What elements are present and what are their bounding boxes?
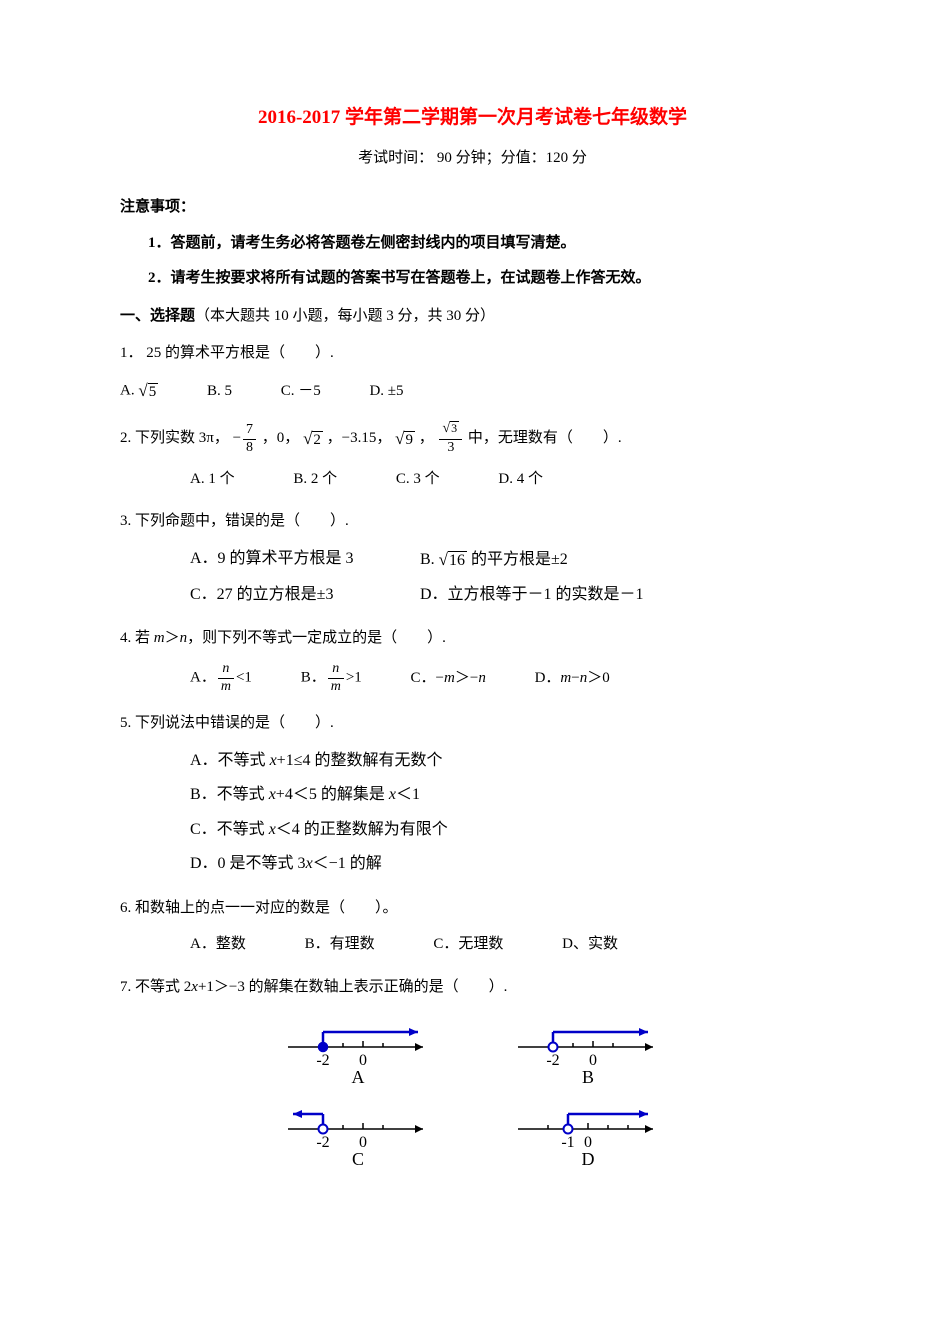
- q2-a: A. 1 个: [190, 465, 235, 494]
- exam-subtitle: 考试时间： 90 分钟；分值：120 分: [120, 144, 825, 173]
- tick-a-1: -2: [316, 1052, 329, 1069]
- q4-text: 4. 若 m＞n，则下列不等式一定成立的是（ ）.: [120, 624, 825, 653]
- q5-text: 5. 下列说法中错误的是（ ）.: [120, 709, 825, 738]
- q5-b: B．不等式 x+4＜5 的解集是 x＜1: [120, 780, 825, 810]
- q5-a: A．不等式 x+1≤4 的整数解有无数个: [120, 746, 825, 776]
- notice-2: 2．请考生按要求将所有试题的答案书写在答题卷上，在试题卷上作答无效。: [120, 264, 825, 293]
- q3-row2: C．27 的立方根是±3 D．立方根等于－1 的实数是－1: [120, 580, 825, 610]
- q1-c: C. －5: [281, 377, 321, 406]
- q2-c: C. 3 个: [396, 465, 440, 494]
- tick-d-1: -1: [561, 1134, 574, 1151]
- diagram-a: -2 0 A: [283, 1017, 433, 1087]
- q7-diagrams: -2 0 A -2 0 B: [120, 1017, 825, 1169]
- label-a: A: [351, 1067, 364, 1087]
- q2-options: A. 1 个 B. 2 个 C. 3 个 D. 4 个: [120, 465, 825, 494]
- exam-title: 2016-2017 学年第二学期第一次月考试卷七年级数学: [120, 100, 825, 136]
- q6-a: A．整数: [190, 930, 246, 959]
- q6-options: A．整数 B．有理数 C．无理数 D、实数: [120, 930, 825, 959]
- label-c: C: [351, 1149, 363, 1169]
- tick-c-1: -2: [316, 1134, 329, 1151]
- diagram-d: -1 0 D: [513, 1099, 663, 1169]
- q4-b: B．nm>1: [301, 661, 362, 696]
- q1-a: A. √5: [120, 375, 158, 407]
- q7-diag-row2: -2 0 C -1 0 D: [283, 1099, 663, 1169]
- q7-text: 7. 不等式 2x+1＞−3 的解集在数轴上表示正确的是（ ）.: [120, 973, 825, 1002]
- q4-c: C．−m＞−n: [411, 664, 486, 693]
- diagram-b: -2 0 B: [513, 1017, 663, 1087]
- q6-text: 6. 和数轴上的点一一对应的数是（ ）。: [120, 894, 825, 923]
- q3-d: D．立方根等于－1 的实数是－1: [420, 580, 644, 610]
- q3-b: B. √16 的平方根是±2: [420, 544, 568, 576]
- notice-head: 注意事项：: [120, 193, 825, 222]
- q4-d: D．m−n＞0: [535, 664, 610, 693]
- q1-d: D. ±5: [369, 377, 403, 406]
- q3-a: A．9 的算术平方根是 3: [190, 544, 420, 576]
- tick-b-1: -2: [546, 1052, 559, 1069]
- q6-b: B．有理数: [305, 930, 375, 959]
- q1-text: 1． 25 的算术平方根是（ ）.: [120, 339, 825, 368]
- notice-1: 1．答题前，请考生务必将答题卷左侧密封线内的项目填写清楚。: [120, 229, 825, 258]
- q1-b: B. 5: [207, 377, 232, 406]
- section-1-head: 一、选择题（本大题共 10 小题，每小题 3 分，共 30 分）: [120, 302, 825, 331]
- diagram-c: -2 0 C: [283, 1099, 433, 1169]
- q6-c: C．无理数: [433, 930, 503, 959]
- q3-row1: A．9 的算术平方根是 3 B. √16 的平方根是±2: [120, 544, 825, 576]
- q5-c: C．不等式 x＜4 的正整数解为有限个: [120, 815, 825, 845]
- q3-text: 3. 下列命题中，错误的是（ ）.: [120, 507, 825, 536]
- q2-text: 2. 下列实数 3π， −78 ，0， √2 ，−3.15， √9 ， √33 …: [120, 421, 825, 456]
- q3-c: C．27 的立方根是±3: [190, 580, 420, 610]
- q2-d: D. 4 个: [498, 465, 543, 494]
- q2-b: B. 2 个: [293, 465, 337, 494]
- q7-diag-row1: -2 0 A -2 0 B: [283, 1017, 663, 1087]
- q6-d: D、实数: [562, 930, 618, 959]
- q5-d: D．0 是不等式 3x＜−1 的解: [120, 849, 825, 879]
- label-b: B: [581, 1067, 593, 1087]
- label-d: D: [581, 1149, 594, 1169]
- q1-options: A. √5 B. 5 C. －5 D. ±5: [120, 375, 825, 407]
- q4-options: A．nm<1 B．nm>1 C．−m＞−n D．m−n＞0: [120, 661, 825, 696]
- q4-a: A．nm<1: [190, 661, 252, 696]
